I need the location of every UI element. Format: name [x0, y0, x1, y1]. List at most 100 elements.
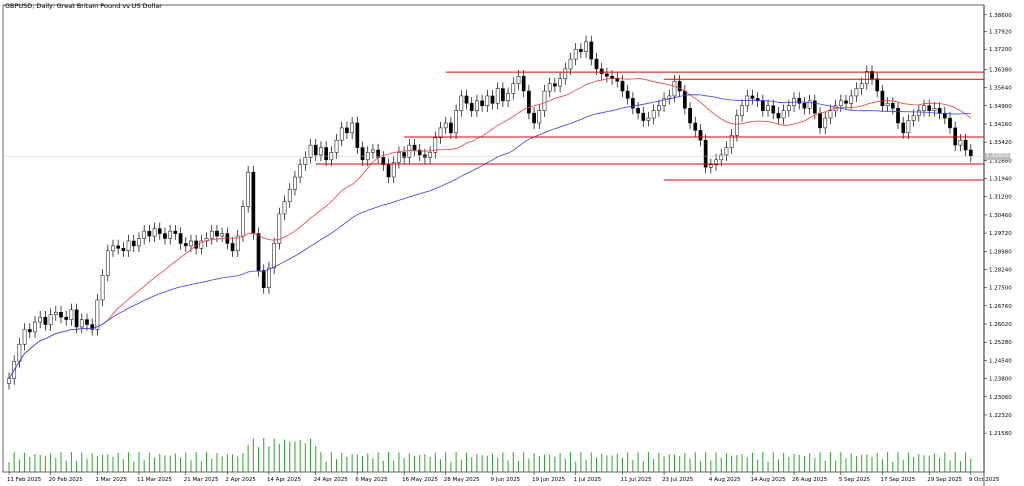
- candle-body: [293, 176, 297, 190]
- candle-body: [272, 243, 276, 269]
- candle-body: [516, 76, 521, 84]
- candle-body: [381, 157, 386, 166]
- y-tick-label: 1.38600: [989, 13, 1012, 19]
- candle-body: [90, 324, 95, 330]
- x-tick-label: 26 Aug 2025: [792, 477, 828, 483]
- candle-body: [391, 162, 396, 178]
- candle-body: [838, 100, 843, 107]
- candle-body: [527, 90, 531, 114]
- candle-body: [261, 270, 266, 288]
- candle-body: [287, 189, 292, 202]
- x-tick-label: 28 May 2025: [444, 477, 480, 483]
- y-tick-label: 1.28980: [989, 249, 1012, 255]
- ma-slow-line: [8, 94, 971, 379]
- candle-body: [454, 110, 458, 134]
- candle-body: [79, 319, 84, 328]
- candle-body: [677, 80, 682, 92]
- candle-body: [812, 100, 817, 114]
- candle-body: [672, 80, 677, 97]
- x-tick-label: 14 Apr 2025: [267, 477, 302, 483]
- candle-body: [646, 117, 651, 121]
- y-tick-label: 1.27500: [989, 286, 1012, 292]
- candle-body: [7, 378, 11, 384]
- candle-body: [267, 267, 271, 288]
- y-tick-label: 1.33420: [989, 140, 1012, 146]
- candle-body: [27, 329, 32, 333]
- candle-body: [579, 48, 583, 52]
- candle-body: [911, 115, 916, 121]
- candle-body: [547, 83, 552, 92]
- y-tick-label: 1.26760: [989, 304, 1012, 310]
- candle-body: [740, 105, 744, 116]
- candle-body: [667, 95, 672, 99]
- x-tick-label: 1 Jul 2025: [574, 477, 602, 483]
- y-tick-label: 1.37200: [989, 47, 1012, 53]
- x-tick-label: 23 Jul 2025: [662, 477, 694, 483]
- candle-body: [85, 319, 89, 325]
- candle-body: [105, 250, 110, 276]
- candle-body: [178, 233, 183, 244]
- candle-body: [111, 245, 115, 252]
- candle-body: [417, 149, 422, 156]
- candle-body: [412, 144, 417, 151]
- candle-body: [958, 139, 963, 146]
- candle-body: [142, 230, 147, 239]
- candle-body: [719, 154, 724, 161]
- candle-body: [781, 110, 786, 119]
- candle-body: [277, 213, 282, 244]
- x-tick-label: 5 Sep 2025: [839, 477, 871, 483]
- candle-body: [890, 103, 895, 109]
- current-price-tag: 1.32850: [985, 152, 1010, 160]
- x-tick-label: 24 Apr 2025: [314, 477, 349, 483]
- x-tick-label: 9 Jun 2025: [491, 477, 521, 483]
- candle-body: [776, 112, 781, 119]
- candle-body: [844, 100, 848, 104]
- y-tick-label: 1.26020: [989, 322, 1012, 328]
- y-tick-label: 1.29720: [989, 231, 1012, 237]
- candle-body: [386, 164, 391, 178]
- candle-body: [605, 73, 609, 77]
- y-tick-label: 1.32680: [989, 158, 1012, 164]
- candle-body: [324, 147, 328, 161]
- x-tick-label: 29 Sep 2025: [927, 477, 962, 483]
- candle-body: [875, 78, 880, 92]
- candle-body: [199, 240, 204, 249]
- candle-body: [693, 122, 698, 131]
- candle-body: [339, 127, 344, 141]
- candle-body: [745, 95, 750, 107]
- candle-body: [402, 152, 406, 158]
- candle-body: [901, 122, 906, 134]
- x-tick-label: 9 Oct 2025: [969, 477, 1000, 483]
- candle-body: [443, 122, 448, 129]
- candle-body: [313, 144, 318, 156]
- candle-body: [147, 230, 152, 237]
- candle-body: [495, 88, 500, 104]
- candle-body: [506, 93, 510, 102]
- candle-body: [662, 98, 666, 107]
- x-tick-label: 11 Feb 2025: [7, 477, 42, 483]
- candle-body: [319, 147, 323, 156]
- candle-body: [121, 248, 126, 252]
- candle-body: [927, 105, 932, 111]
- candle-body: [849, 95, 854, 104]
- candle-body: [542, 90, 547, 111]
- candle-body: [48, 314, 53, 325]
- candle-body: [734, 115, 739, 136]
- candle-body: [906, 120, 911, 134]
- candle-body: [709, 164, 713, 168]
- candle-body: [428, 152, 432, 158]
- candle-body: [755, 98, 760, 102]
- candle-body: [163, 233, 167, 239]
- candle-body: [797, 98, 802, 104]
- candle-body: [573, 48, 578, 60]
- candle-body: [532, 112, 536, 124]
- candle-body: [963, 139, 968, 151]
- candle-body: [433, 137, 438, 153]
- candle-body: [610, 76, 614, 79]
- candle-body: [553, 83, 557, 87]
- candle-body: [485, 95, 490, 107]
- candle-body: [397, 152, 401, 163]
- candle-body: [308, 144, 313, 158]
